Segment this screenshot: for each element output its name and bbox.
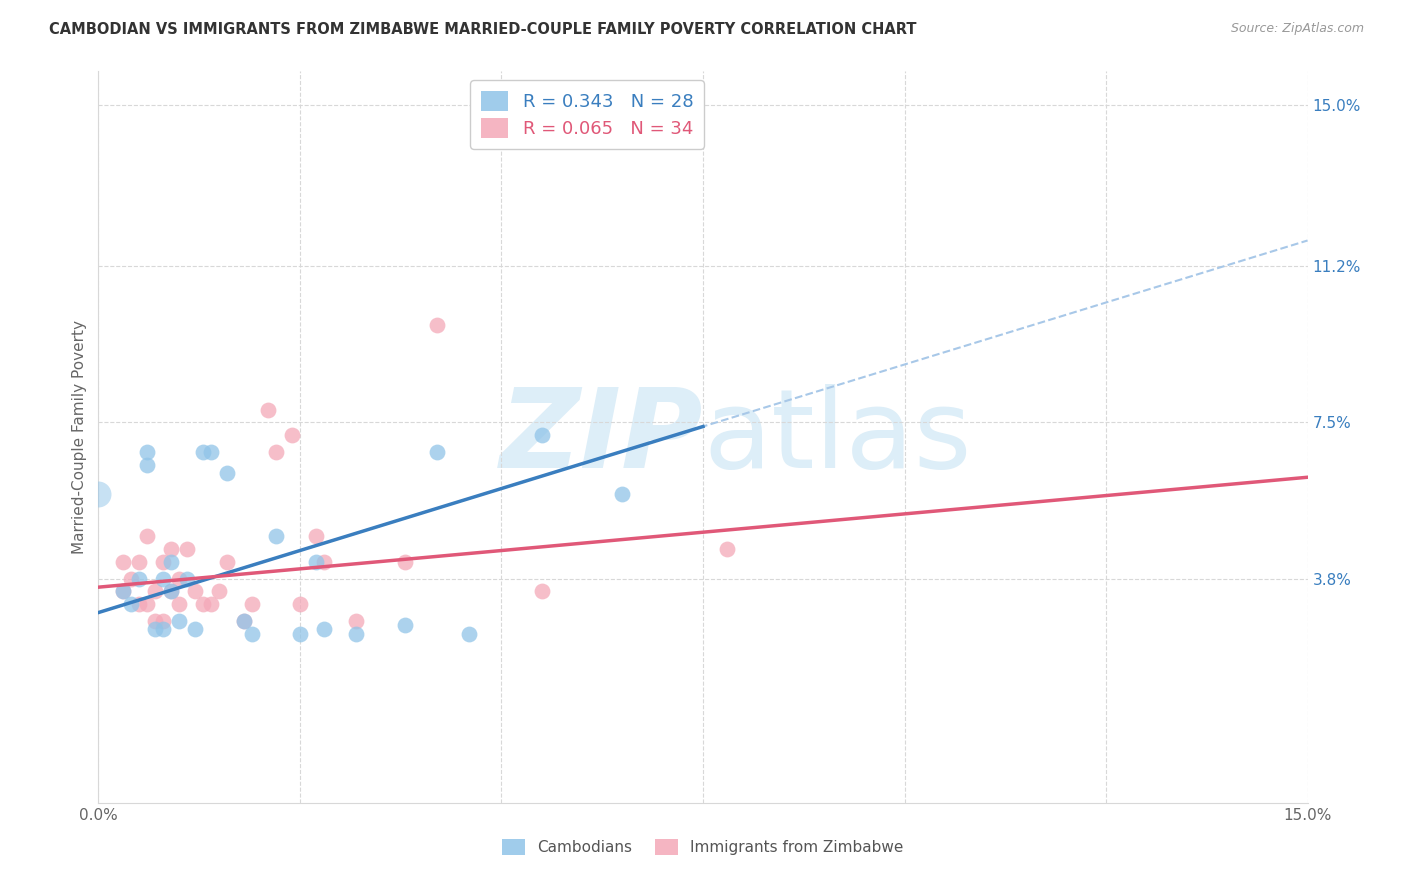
Point xyxy=(217,466,239,480)
Text: Source: ZipAtlas.com: Source: ZipAtlas.com xyxy=(1230,22,1364,36)
Point xyxy=(426,445,449,459)
Point xyxy=(200,597,222,611)
Point xyxy=(288,597,311,611)
Point xyxy=(135,458,157,472)
Point xyxy=(160,584,183,599)
Point xyxy=(152,572,174,586)
Point xyxy=(344,614,367,628)
Point xyxy=(87,487,110,501)
Point xyxy=(264,529,287,543)
Point xyxy=(716,542,738,557)
Point xyxy=(184,584,207,599)
Point xyxy=(120,597,142,611)
Point xyxy=(152,555,174,569)
Point xyxy=(240,626,263,640)
Text: atlas: atlas xyxy=(703,384,972,491)
Point xyxy=(193,597,215,611)
Point xyxy=(200,445,222,459)
Point xyxy=(143,623,166,637)
Point xyxy=(176,542,198,557)
Point xyxy=(167,572,190,586)
Point xyxy=(128,572,150,586)
Point xyxy=(314,555,336,569)
Point xyxy=(160,555,183,569)
Point xyxy=(314,623,336,637)
Point xyxy=(152,623,174,637)
Text: ZIP: ZIP xyxy=(499,384,703,491)
Point xyxy=(217,555,239,569)
Point xyxy=(120,572,142,586)
Point xyxy=(394,555,416,569)
Legend: Cambodians, Immigrants from Zimbabwe: Cambodians, Immigrants from Zimbabwe xyxy=(496,833,910,861)
Point xyxy=(305,529,328,543)
Point xyxy=(232,614,254,628)
Text: CAMBODIAN VS IMMIGRANTS FROM ZIMBABWE MARRIED-COUPLE FAMILY POVERTY CORRELATION : CAMBODIAN VS IMMIGRANTS FROM ZIMBABWE MA… xyxy=(49,22,917,37)
Point xyxy=(394,618,416,632)
Point xyxy=(128,555,150,569)
Point xyxy=(111,584,134,599)
Point xyxy=(135,597,157,611)
Point xyxy=(128,597,150,611)
Point xyxy=(208,584,231,599)
Point xyxy=(530,584,553,599)
Point xyxy=(612,487,634,501)
Point xyxy=(111,555,134,569)
Point xyxy=(264,445,287,459)
Point xyxy=(167,614,190,628)
Point xyxy=(256,402,278,417)
Point xyxy=(152,614,174,628)
Point xyxy=(135,529,157,543)
Point xyxy=(530,428,553,442)
Point xyxy=(344,626,367,640)
Point xyxy=(143,614,166,628)
Point xyxy=(167,597,190,611)
Point xyxy=(184,623,207,637)
Point xyxy=(111,584,134,599)
Point xyxy=(176,572,198,586)
Point xyxy=(426,318,449,332)
Point xyxy=(232,614,254,628)
Point xyxy=(240,597,263,611)
Point xyxy=(143,584,166,599)
Point xyxy=(135,445,157,459)
Point xyxy=(160,584,183,599)
Point xyxy=(305,555,328,569)
Point xyxy=(160,542,183,557)
Y-axis label: Married-Couple Family Poverty: Married-Couple Family Poverty xyxy=(72,320,87,554)
Point xyxy=(288,626,311,640)
Point xyxy=(458,626,481,640)
Point xyxy=(281,428,304,442)
Point xyxy=(193,445,215,459)
